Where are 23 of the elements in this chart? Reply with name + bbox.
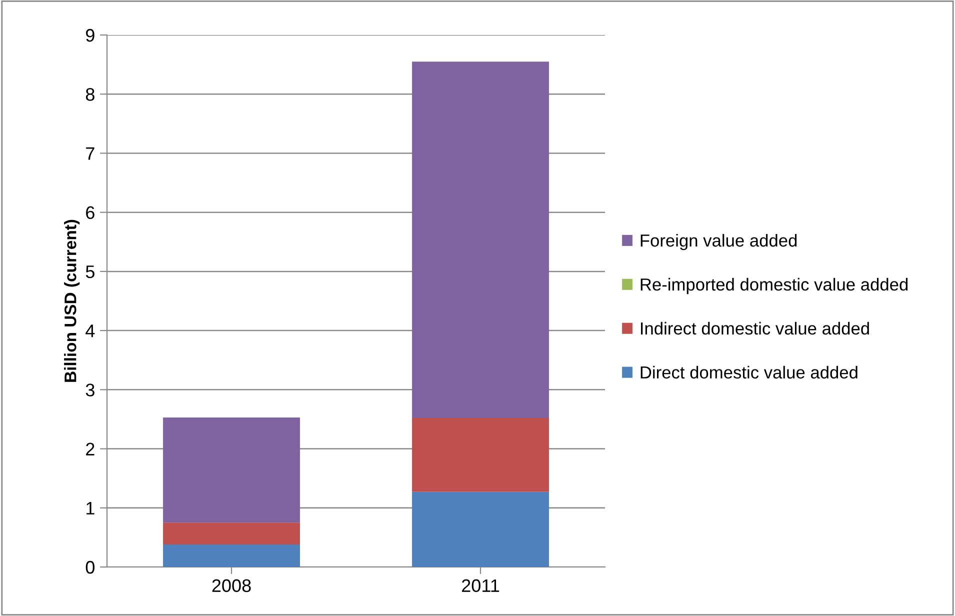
legend-label: Indirect domestic value added — [641, 322, 869, 335]
legend-label: Re-imported domestic value added — [640, 278, 908, 294]
y-tick-label: 0 — [86, 560, 94, 574]
bar — [163, 522, 300, 545]
legend-label: Direct domestic value added — [640, 366, 858, 379]
x-tick-label: 2011 — [462, 579, 500, 592]
bar — [412, 492, 549, 567]
y-tick-label: 2 — [86, 442, 94, 456]
y-tick-label: 3 — [86, 384, 94, 396]
y-axis-title: Billion USD (current) — [64, 220, 80, 382]
y-tick-label: 7 — [86, 147, 94, 160]
y-tick-label: 9 — [86, 28, 94, 42]
y-tick-label: 4 — [86, 324, 95, 338]
x-tick-label: 2008 — [212, 579, 251, 592]
bar — [412, 418, 549, 492]
legend-label: Foreign value added — [640, 234, 797, 250]
y-tick-label: 5 — [86, 266, 94, 278]
bar — [163, 544, 300, 567]
y-tick-label: 1 — [86, 502, 94, 514]
y-tick-label: 6 — [86, 206, 94, 220]
bar — [163, 417, 300, 523]
y-tick-label: 8 — [86, 88, 94, 101]
bar — [412, 62, 549, 418]
